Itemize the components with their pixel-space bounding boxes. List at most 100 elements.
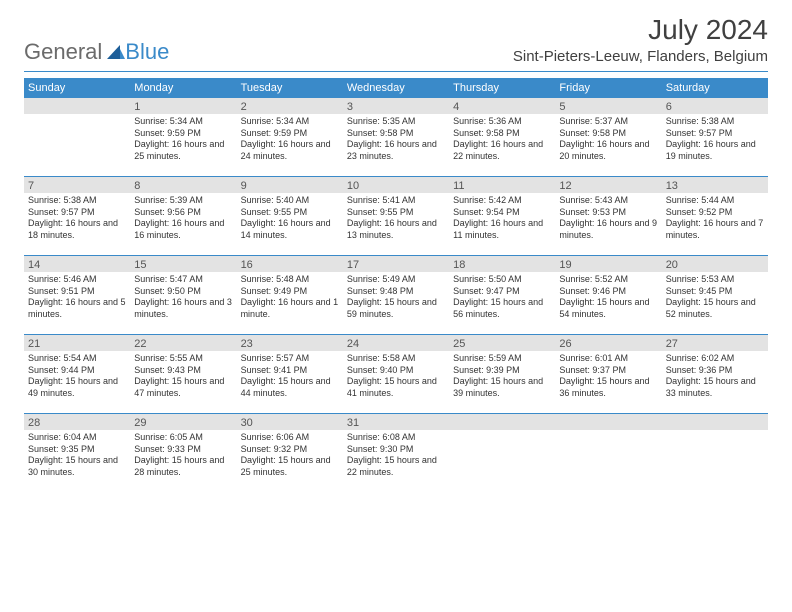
- day-body: Sunrise: 5:40 AMSunset: 9:55 PMDaylight:…: [237, 193, 343, 246]
- sunset-text: Sunset: 9:43 PM: [134, 365, 232, 377]
- day-body: [662, 430, 768, 436]
- day-body: Sunrise: 5:43 AMSunset: 9:53 PMDaylight:…: [555, 193, 661, 246]
- day-body: Sunrise: 5:39 AMSunset: 9:56 PMDaylight:…: [130, 193, 236, 246]
- sunrise-text: Sunrise: 5:54 AM: [28, 353, 126, 365]
- day-number: [555, 414, 661, 430]
- sunrise-text: Sunrise: 5:40 AM: [241, 195, 339, 207]
- sunset-text: Sunset: 9:45 PM: [666, 286, 764, 298]
- day-body: [449, 430, 555, 436]
- dow-saturday: Saturday: [662, 78, 768, 98]
- day-body: Sunrise: 5:49 AMSunset: 9:48 PMDaylight:…: [343, 272, 449, 325]
- day-body: Sunrise: 5:47 AMSunset: 9:50 PMDaylight:…: [130, 272, 236, 325]
- sunrise-text: Sunrise: 5:58 AM: [347, 353, 445, 365]
- sunrise-text: Sunrise: 5:53 AM: [666, 274, 764, 286]
- daylight-text: Daylight: 16 hours and 18 minutes.: [28, 218, 126, 241]
- page-title: July 2024: [513, 14, 768, 46]
- day-number: [24, 98, 130, 114]
- day-body: Sunrise: 6:05 AMSunset: 9:33 PMDaylight:…: [130, 430, 236, 483]
- day-cell: 21Sunrise: 5:54 AMSunset: 9:44 PMDayligh…: [24, 335, 130, 413]
- sunset-text: Sunset: 9:50 PM: [134, 286, 232, 298]
- day-number: 7: [24, 177, 130, 193]
- sunset-text: Sunset: 9:32 PM: [241, 444, 339, 456]
- day-cell: 23Sunrise: 5:57 AMSunset: 9:41 PMDayligh…: [237, 335, 343, 413]
- sunset-text: Sunset: 9:57 PM: [28, 207, 126, 219]
- daylight-text: Daylight: 15 hours and 41 minutes.: [347, 376, 445, 399]
- daylight-text: Daylight: 16 hours and 5 minutes.: [28, 297, 126, 320]
- daylight-text: Daylight: 15 hours and 33 minutes.: [666, 376, 764, 399]
- day-body: [555, 430, 661, 436]
- sunset-text: Sunset: 9:55 PM: [241, 207, 339, 219]
- day-number: 5: [555, 98, 661, 114]
- day-cell: 12Sunrise: 5:43 AMSunset: 9:53 PMDayligh…: [555, 177, 661, 255]
- header-rule: [24, 71, 768, 72]
- sunrise-text: Sunrise: 6:06 AM: [241, 432, 339, 444]
- sunrise-text: Sunrise: 6:04 AM: [28, 432, 126, 444]
- day-cell: 16Sunrise: 5:48 AMSunset: 9:49 PMDayligh…: [237, 256, 343, 334]
- sunrise-text: Sunrise: 5:57 AM: [241, 353, 339, 365]
- sunset-text: Sunset: 9:57 PM: [666, 128, 764, 140]
- sunrise-text: Sunrise: 5:41 AM: [347, 195, 445, 207]
- day-cell: 7Sunrise: 5:38 AMSunset: 9:57 PMDaylight…: [24, 177, 130, 255]
- day-body: Sunrise: 6:06 AMSunset: 9:32 PMDaylight:…: [237, 430, 343, 483]
- daylight-text: Daylight: 16 hours and 14 minutes.: [241, 218, 339, 241]
- day-body: Sunrise: 5:59 AMSunset: 9:39 PMDaylight:…: [449, 351, 555, 404]
- sunrise-text: Sunrise: 5:43 AM: [559, 195, 657, 207]
- day-body: Sunrise: 5:36 AMSunset: 9:58 PMDaylight:…: [449, 114, 555, 167]
- day-cell: 10Sunrise: 5:41 AMSunset: 9:55 PMDayligh…: [343, 177, 449, 255]
- dow-monday: Monday: [130, 78, 236, 98]
- daylight-text: Daylight: 16 hours and 3 minutes.: [134, 297, 232, 320]
- day-body: Sunrise: 5:50 AMSunset: 9:47 PMDaylight:…: [449, 272, 555, 325]
- day-number: 30: [237, 414, 343, 430]
- sunset-text: Sunset: 9:46 PM: [559, 286, 657, 298]
- day-body: Sunrise: 5:34 AMSunset: 9:59 PMDaylight:…: [130, 114, 236, 167]
- header: General Blue July 2024 Sint-Pieters-Leeu…: [0, 0, 792, 69]
- sunrise-text: Sunrise: 5:52 AM: [559, 274, 657, 286]
- day-body: Sunrise: 5:46 AMSunset: 9:51 PMDaylight:…: [24, 272, 130, 325]
- day-number: 1: [130, 98, 236, 114]
- day-number: 31: [343, 414, 449, 430]
- day-cell: [662, 414, 768, 492]
- week-row: 21Sunrise: 5:54 AMSunset: 9:44 PMDayligh…: [24, 334, 768, 413]
- sunset-text: Sunset: 9:44 PM: [28, 365, 126, 377]
- day-number: 20: [662, 256, 768, 272]
- day-cell: 9Sunrise: 5:40 AMSunset: 9:55 PMDaylight…: [237, 177, 343, 255]
- day-number: 18: [449, 256, 555, 272]
- day-body: Sunrise: 6:02 AMSunset: 9:36 PMDaylight:…: [662, 351, 768, 404]
- day-cell: 20Sunrise: 5:53 AMSunset: 9:45 PMDayligh…: [662, 256, 768, 334]
- daylight-text: Daylight: 16 hours and 22 minutes.: [453, 139, 551, 162]
- day-cell: 6Sunrise: 5:38 AMSunset: 9:57 PMDaylight…: [662, 98, 768, 176]
- sunset-text: Sunset: 9:37 PM: [559, 365, 657, 377]
- day-number: [662, 414, 768, 430]
- day-body: [24, 114, 130, 120]
- daylight-text: Daylight: 16 hours and 11 minutes.: [453, 218, 551, 241]
- day-cell: 1Sunrise: 5:34 AMSunset: 9:59 PMDaylight…: [130, 98, 236, 176]
- sunset-text: Sunset: 9:35 PM: [28, 444, 126, 456]
- sunset-text: Sunset: 9:58 PM: [453, 128, 551, 140]
- day-body: Sunrise: 5:38 AMSunset: 9:57 PMDaylight:…: [24, 193, 130, 246]
- day-cell: 8Sunrise: 5:39 AMSunset: 9:56 PMDaylight…: [130, 177, 236, 255]
- day-cell: 29Sunrise: 6:05 AMSunset: 9:33 PMDayligh…: [130, 414, 236, 492]
- day-body: Sunrise: 5:35 AMSunset: 9:58 PMDaylight:…: [343, 114, 449, 167]
- sunset-text: Sunset: 9:48 PM: [347, 286, 445, 298]
- day-number: 23: [237, 335, 343, 351]
- day-number: 12: [555, 177, 661, 193]
- day-body: Sunrise: 6:01 AMSunset: 9:37 PMDaylight:…: [555, 351, 661, 404]
- sunrise-text: Sunrise: 5:36 AM: [453, 116, 551, 128]
- day-number: 29: [130, 414, 236, 430]
- sunrise-text: Sunrise: 5:47 AM: [134, 274, 232, 286]
- day-cell: 5Sunrise: 5:37 AMSunset: 9:58 PMDaylight…: [555, 98, 661, 176]
- day-number: 22: [130, 335, 236, 351]
- day-cell: 11Sunrise: 5:42 AMSunset: 9:54 PMDayligh…: [449, 177, 555, 255]
- day-body: Sunrise: 5:52 AMSunset: 9:46 PMDaylight:…: [555, 272, 661, 325]
- daylight-text: Daylight: 16 hours and 16 minutes.: [134, 218, 232, 241]
- daylight-text: Daylight: 16 hours and 13 minutes.: [347, 218, 445, 241]
- day-number: 19: [555, 256, 661, 272]
- brand-part2: Blue: [125, 39, 169, 65]
- sunrise-text: Sunrise: 6:01 AM: [559, 353, 657, 365]
- sunset-text: Sunset: 9:55 PM: [347, 207, 445, 219]
- sunset-text: Sunset: 9:33 PM: [134, 444, 232, 456]
- day-body: Sunrise: 5:55 AMSunset: 9:43 PMDaylight:…: [130, 351, 236, 404]
- daylight-text: Daylight: 16 hours and 24 minutes.: [241, 139, 339, 162]
- sunrise-text: Sunrise: 5:48 AM: [241, 274, 339, 286]
- sunrise-text: Sunrise: 5:39 AM: [134, 195, 232, 207]
